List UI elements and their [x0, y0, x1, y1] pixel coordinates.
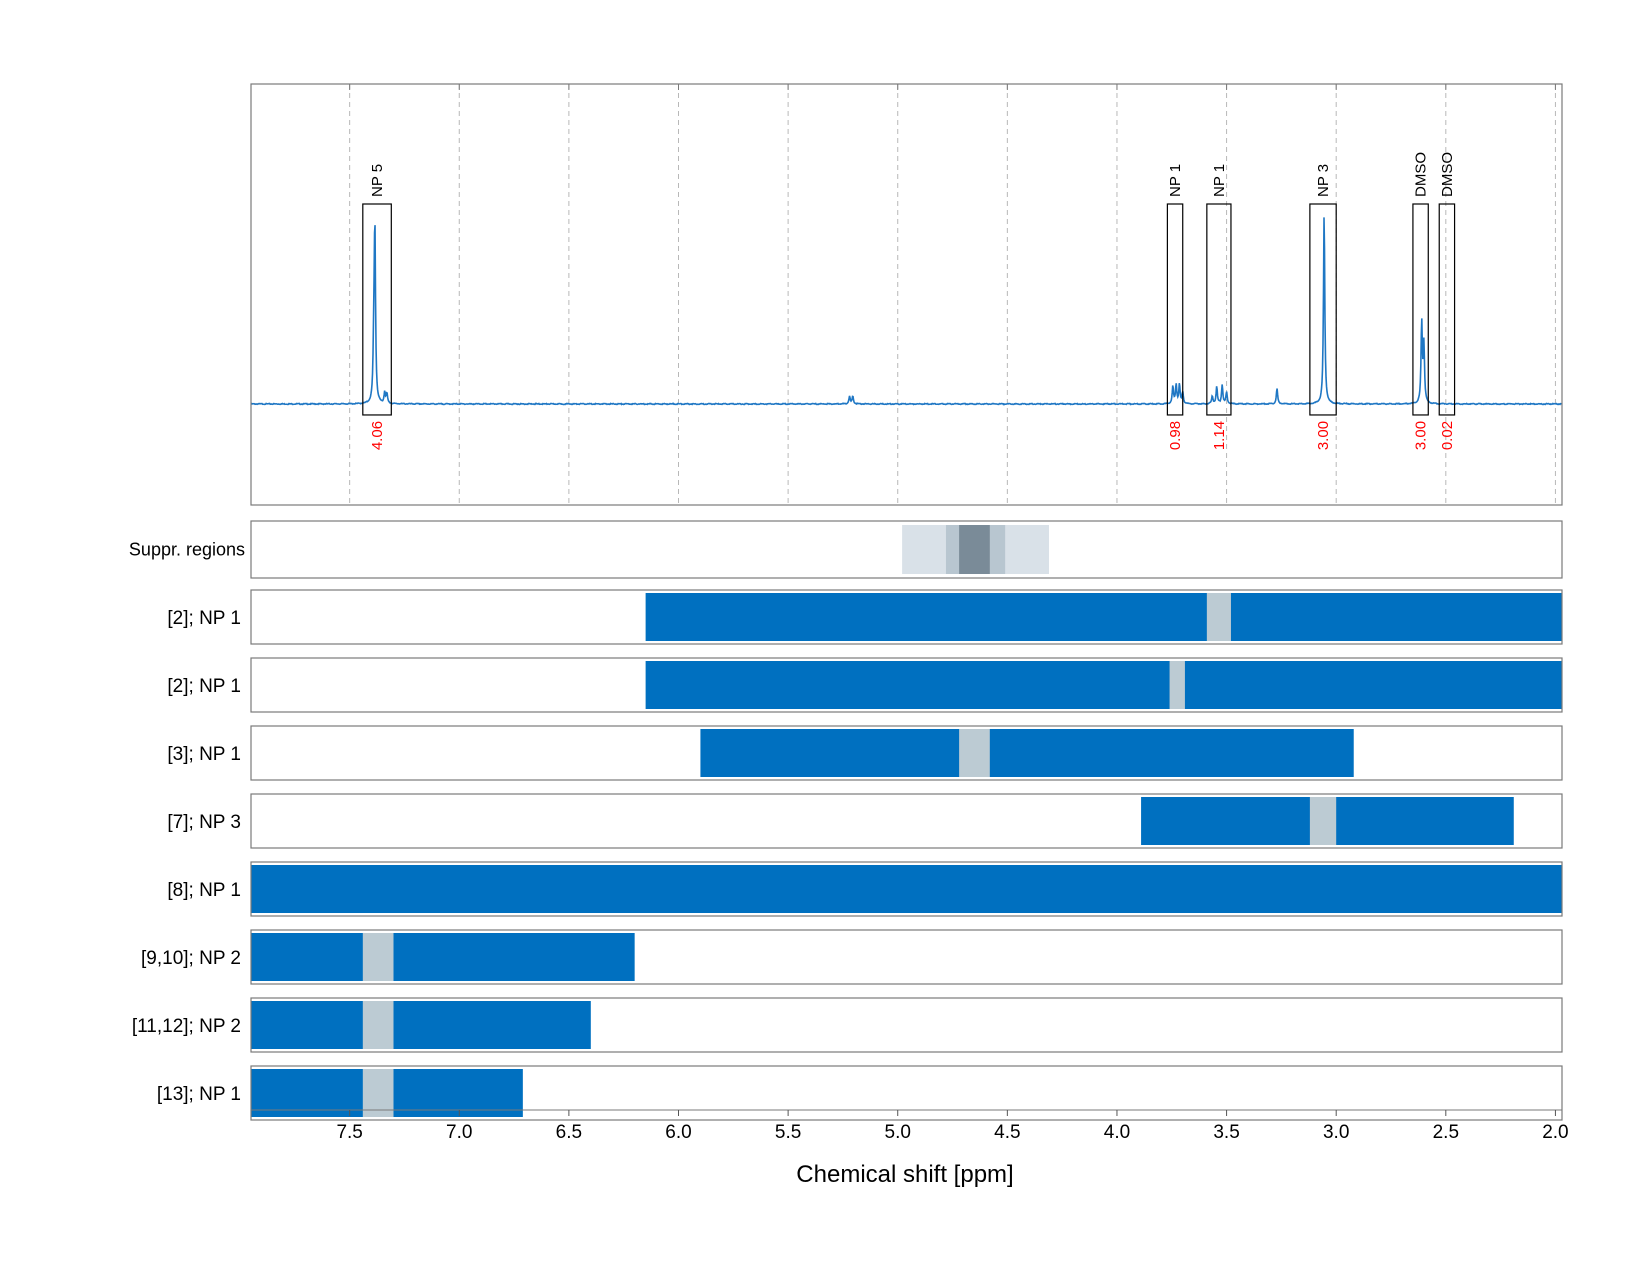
- spectrum-panel: NP 5 4.06 NP 1 0.98 NP 1 1.14 NP 3 3.00 DMSO 3.00…: [250, 83, 1563, 506]
- range-row-frame: [250, 589, 1563, 645]
- x-tick-label: 4.0: [1104, 1122, 1130, 1143]
- range-bar: [700, 729, 1354, 777]
- integral-value: 4.06: [369, 421, 386, 450]
- x-tick-label: 5.5: [775, 1122, 801, 1143]
- range-row: [11,12]; NP 2: [132, 997, 1563, 1053]
- range-row-frame: [250, 725, 1563, 781]
- grid-lines: [349, 84, 1556, 505]
- range-bar-highlight: [1309, 797, 1337, 845]
- x-axis: 7.5 7.0 6.5 6.0 5.5 5.0 4.5 4.0 3.5 3.0 2.5 2.0: [251, 1109, 1569, 1143]
- range-row-frame: [250, 997, 1563, 1053]
- range-bar-highlight: [362, 1069, 394, 1117]
- range-row-label: [7]; NP 3: [167, 812, 241, 833]
- integral-value: 0.98: [1167, 421, 1184, 450]
- range-row-frame: [250, 929, 1563, 985]
- annotation-label: DMSO: [1439, 152, 1456, 197]
- spectrum-frame: [250, 83, 1563, 506]
- range-row-label: [8]; NP 1: [167, 880, 241, 901]
- range-bar: [251, 1001, 591, 1049]
- suppression-band: [959, 525, 990, 574]
- range-row-frame: [250, 861, 1563, 917]
- annotation-box: [1438, 203, 1456, 416]
- range-row: [8]; NP 1: [167, 861, 1563, 917]
- annotation-box: [362, 203, 392, 416]
- range-row: [2]; NP 1: [167, 657, 1563, 713]
- integral-value: 1.14: [1211, 421, 1228, 450]
- x-tick-label: 7.5: [336, 1122, 362, 1143]
- range-bar: [645, 661, 1562, 709]
- range-row-label: [2]; NP 1: [167, 608, 241, 629]
- range-bar-highlight: [362, 933, 394, 981]
- range-bar-highlight: [959, 729, 990, 777]
- x-tick-label: 7.0: [446, 1122, 472, 1143]
- x-tick-label: 6.5: [556, 1122, 582, 1143]
- integral-value: 3.00: [1315, 421, 1332, 450]
- range-row: [9,10]; NP 2: [141, 929, 1563, 985]
- range-bar-highlight: [362, 1001, 394, 1049]
- integral-value: 3.00: [1413, 421, 1430, 450]
- range-rows: [2]; NP 1 [2]; NP 1 [3]; NP 1 [7]; NP 3 [8];…: [132, 589, 1563, 1121]
- range-row-label: [9,10]; NP 2: [141, 948, 241, 969]
- annotation-label: DMSO: [1413, 152, 1430, 197]
- annotation-box: [1166, 203, 1184, 416]
- suppression-regions-panel: Suppr. regions: [129, 520, 1563, 579]
- range-bar: [251, 865, 1562, 913]
- range-row-label: [2]; NP 1: [167, 676, 241, 697]
- x-tick-label: 5.0: [885, 1122, 911, 1143]
- range-bar: [645, 593, 1562, 641]
- range-row: [13]; NP 1: [157, 1065, 1563, 1121]
- range-row: [2]; NP 1: [167, 589, 1563, 645]
- suppression-frame: [250, 520, 1563, 579]
- annotation-label: NP 3: [1315, 164, 1332, 197]
- x-tick-label: 3.5: [1213, 1122, 1239, 1143]
- range-row-frame: [250, 793, 1563, 849]
- annotation-box: [1412, 203, 1429, 416]
- x-tick-label: 2.5: [1433, 1122, 1459, 1143]
- annotation-label: NP 5: [369, 164, 386, 197]
- annotation-label: NP 1: [1167, 164, 1184, 197]
- range-row-frame: [250, 1065, 1563, 1121]
- annotation-box: [1206, 203, 1232, 416]
- x-axis-title: Chemical shift [ppm]: [796, 1161, 1013, 1188]
- range-bar: [251, 933, 635, 981]
- range-row-label: [13]; NP 1: [157, 1084, 241, 1105]
- range-bar-highlight: [1206, 593, 1231, 641]
- range-row-label: [11,12]; NP 2: [132, 1016, 241, 1037]
- integral-value: 0.02: [1439, 421, 1456, 450]
- range-row: [3]; NP 1: [167, 725, 1563, 781]
- x-tick-label: 2.0: [1542, 1122, 1568, 1143]
- range-bar-highlight: [1169, 661, 1185, 709]
- suppression-label: Suppr. regions: [129, 540, 245, 560]
- range-row-label: [3]; NP 1: [167, 744, 241, 765]
- x-tick-label: 6.0: [665, 1122, 691, 1143]
- x-tick-label: 3.0: [1323, 1122, 1349, 1143]
- range-row: [7]; NP 3: [167, 793, 1563, 849]
- annotation-label: NP 1: [1211, 164, 1228, 197]
- x-tick-label: 4.5: [994, 1122, 1020, 1143]
- annotation-box: [1309, 203, 1337, 416]
- range-row-frame: [250, 657, 1563, 713]
- spectrum-trace: [250, 217, 1563, 406]
